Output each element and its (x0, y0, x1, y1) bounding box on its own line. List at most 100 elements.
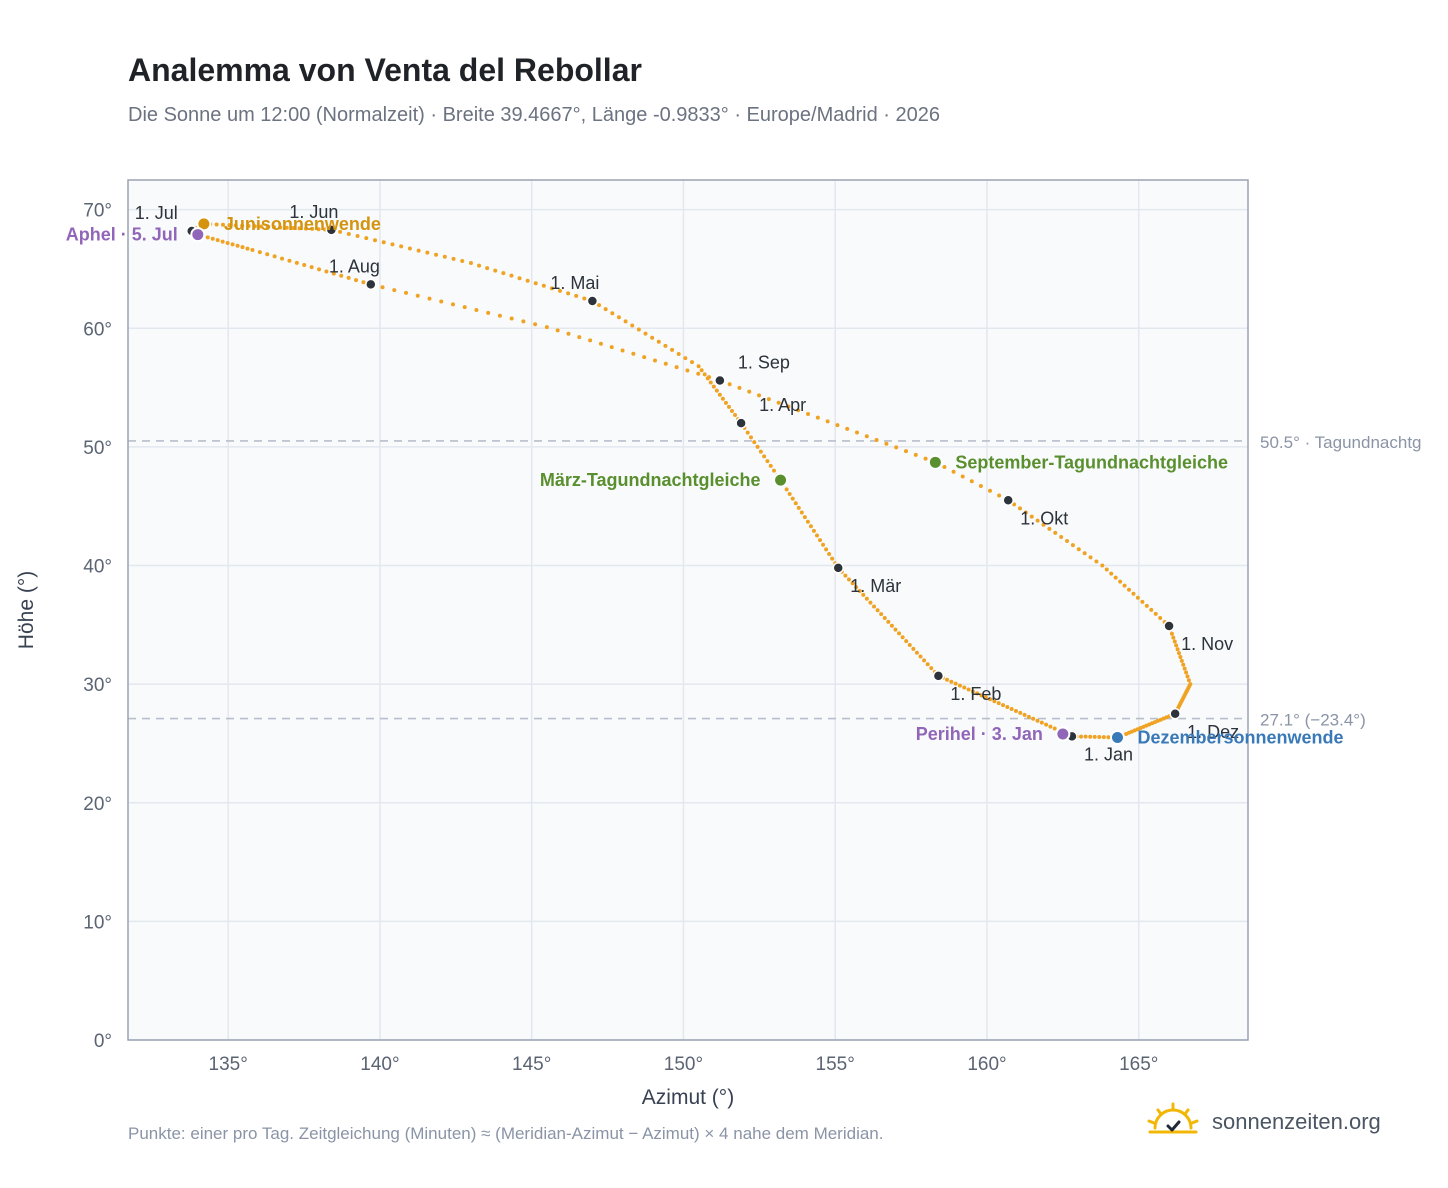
day-point (1158, 615, 1163, 620)
day-point (460, 258, 465, 263)
brand[interactable]: sonnenzeiten.org (1146, 1102, 1381, 1142)
x-axis-label: Azimut (°) (642, 1086, 734, 1109)
month-marker (1163, 620, 1175, 632)
day-point (636, 327, 641, 332)
day-point (317, 267, 322, 272)
day-point (265, 252, 270, 257)
day-point (872, 604, 877, 609)
day-point (577, 335, 582, 340)
day-point (918, 654, 923, 659)
event-marker (190, 227, 206, 243)
day-point (1113, 575, 1118, 580)
day-point (566, 331, 571, 336)
day-point (643, 331, 648, 336)
day-point (221, 222, 226, 227)
month-label: 1. Jan (1084, 744, 1133, 764)
month-marker (932, 670, 945, 682)
day-point (1101, 735, 1106, 740)
day-point (942, 465, 947, 470)
day-point (1039, 720, 1044, 725)
day-point (696, 364, 701, 369)
day-point (549, 286, 554, 291)
day-point (676, 352, 681, 357)
day-point (257, 250, 262, 255)
day-point (1094, 559, 1099, 564)
event-label: Junisonnenwende (224, 214, 381, 234)
event-marker (1055, 726, 1071, 742)
day-point (582, 296, 587, 301)
day-point (790, 496, 795, 501)
day-point (776, 400, 781, 405)
day-point (1023, 510, 1028, 515)
month-marker (586, 295, 599, 307)
day-point (324, 269, 329, 274)
day-point (509, 316, 514, 321)
y-tick-label: 30° (83, 675, 112, 696)
brand-name[interactable]: sonnenzeiten.org (1212, 1109, 1381, 1134)
day-point (442, 254, 447, 259)
day-point (1088, 734, 1093, 739)
day-point (521, 319, 526, 324)
day-point (827, 552, 832, 557)
day-point (468, 261, 473, 266)
chart-subtitle: Die Sonne um 12:00 (Normalzeit) · Breite… (128, 104, 941, 126)
day-point (717, 392, 722, 397)
day-point (696, 371, 701, 376)
day-point (1079, 734, 1084, 739)
day-point (309, 265, 314, 270)
day-point (1182, 666, 1187, 671)
day-point (364, 236, 369, 241)
day-point (923, 456, 928, 461)
day-point (978, 484, 983, 489)
day-point (278, 225, 283, 230)
day-point (225, 240, 230, 245)
day-point (663, 361, 668, 366)
day-point (1070, 543, 1075, 548)
day-point (868, 600, 873, 605)
day-point (793, 501, 798, 506)
day-point (1013, 708, 1018, 713)
day-point (1109, 571, 1114, 576)
day-point (287, 258, 292, 263)
month-label: 1. Apr (759, 395, 806, 415)
day-point (1059, 534, 1064, 539)
day-point (975, 691, 980, 696)
month-marker (1169, 708, 1181, 720)
day-point (259, 224, 264, 229)
y-axis-label: Höhe (°) (15, 571, 38, 649)
day-point (1088, 555, 1093, 560)
month-label: 1. Sep (738, 352, 790, 372)
day-point (1175, 647, 1180, 652)
plot-area (128, 180, 1248, 1040)
day-point (886, 619, 891, 624)
day-point (265, 224, 270, 229)
day-point (230, 242, 235, 247)
day-point (246, 223, 251, 228)
day-point (380, 285, 385, 290)
day-point (843, 573, 848, 578)
day-point (392, 288, 397, 293)
event-label: Aphel · 5. Jul (66, 225, 178, 245)
day-point (399, 244, 404, 249)
day-point (450, 302, 455, 307)
day-point (907, 642, 912, 647)
day-point (922, 658, 927, 663)
day-point (752, 440, 757, 445)
day-point (501, 271, 506, 276)
day-point (1009, 707, 1014, 712)
day-point (893, 627, 898, 632)
day-point (988, 488, 993, 493)
day-point (969, 479, 974, 484)
day-point (1082, 551, 1087, 556)
month-marker (365, 278, 377, 291)
month-label: 1. Jul (135, 203, 178, 223)
day-point (1065, 539, 1070, 544)
footnote: Punkte: einer pro Tag. Zeitgleichung (Mi… (128, 1124, 884, 1143)
day-point (771, 468, 776, 473)
day-point (1041, 522, 1046, 527)
day-point (996, 701, 1001, 706)
day-point (699, 368, 704, 373)
day-point (316, 227, 321, 232)
day-point (1035, 518, 1040, 523)
day-point (830, 556, 835, 561)
